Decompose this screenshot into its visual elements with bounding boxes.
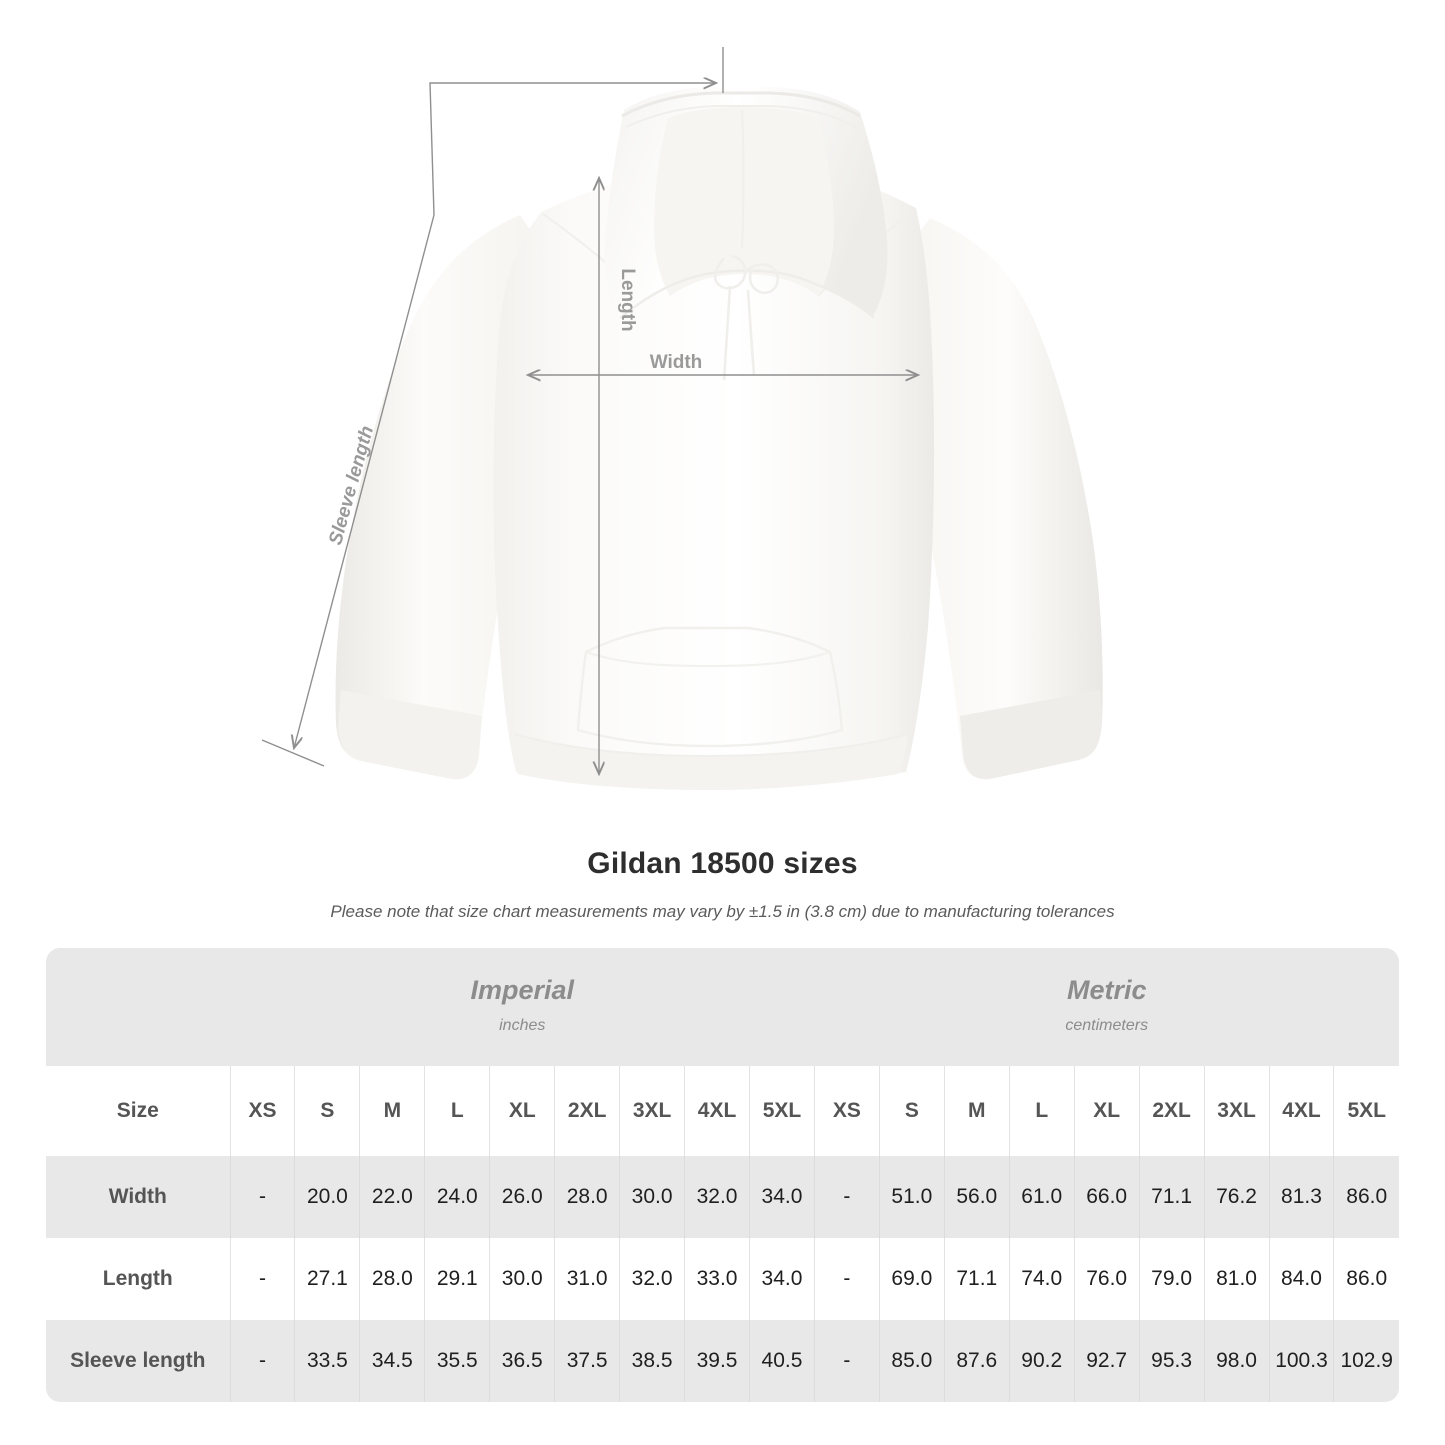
cell-length-imperial-2xl: 31.0 xyxy=(554,1238,620,1320)
cell-sleeve-metric-4xl: 100.3 xyxy=(1268,1320,1334,1402)
cell-sleeve-imperial-2xl: 37.5 xyxy=(554,1320,620,1402)
header-cell-metric-xs: XS xyxy=(813,1066,880,1156)
cell-length-metric-s: 69.0 xyxy=(878,1238,945,1320)
tolerance-note: Please note that size chart measurements… xyxy=(330,902,1115,921)
page-title: Gildan 18500 sizes xyxy=(587,847,858,880)
header-cell-metric-m: M xyxy=(943,1066,1010,1156)
cell-length-imperial-xl: 30.0 xyxy=(489,1238,555,1320)
unit-group-metric-name: Metric xyxy=(1066,975,1147,1005)
unit-group-metric-sub: centimeters xyxy=(1065,1017,1149,1034)
length-label: Length xyxy=(617,268,638,331)
unit-group-metric: Metric centimeters xyxy=(814,948,1399,1066)
table-row: Sleeve length - 33.5 34.5 35.5 36.5 37.5… xyxy=(46,1320,1399,1402)
cell-length-imperial-4xl: 33.0 xyxy=(684,1238,750,1320)
cell-width-metric-xl: 66.0 xyxy=(1073,1156,1140,1238)
cell-width-imperial-5xl: 34.0 xyxy=(749,1156,815,1238)
cell-length-metric-5xl: 86.0 xyxy=(1333,1238,1399,1320)
size-chart-table-container: Imperial inches Metric centimeters Size … xyxy=(46,948,1399,1402)
cell-width-metric-5xl: 86.0 xyxy=(1333,1156,1399,1238)
header-cell-imperial-s: S xyxy=(294,1066,360,1156)
length-dimension: Length xyxy=(599,178,638,774)
cell-length-imperial-m: 28.0 xyxy=(359,1238,425,1320)
size-chart-table: Imperial inches Metric centimeters Size … xyxy=(46,948,1399,1402)
cell-width-metric-4xl: 81.3 xyxy=(1268,1156,1334,1238)
cell-length-imperial-xs: - xyxy=(229,1238,295,1320)
header-cell-imperial-4xl: 4XL xyxy=(684,1066,750,1156)
unit-banner-row: Imperial inches Metric centimeters xyxy=(46,948,1399,1066)
cell-width-metric-m: 56.0 xyxy=(943,1156,1010,1238)
header-cell-imperial-m: M xyxy=(359,1066,425,1156)
cell-width-imperial-2xl: 28.0 xyxy=(554,1156,620,1238)
cell-width-metric-xs: - xyxy=(813,1156,880,1238)
cell-sleeve-imperial-3xl: 38.5 xyxy=(619,1320,685,1402)
cell-width-imperial-xl: 26.0 xyxy=(489,1156,555,1238)
cell-width-imperial-m: 22.0 xyxy=(359,1156,425,1238)
cell-sleeve-metric-2xl: 95.3 xyxy=(1138,1320,1205,1402)
chart-heading: Gildan 18500 sizes Please note that size… xyxy=(0,845,1445,923)
cell-sleeve-metric-s: 85.0 xyxy=(878,1320,945,1402)
cell-sleeve-imperial-xl: 36.5 xyxy=(489,1320,555,1402)
cell-sleeve-metric-3xl: 98.0 xyxy=(1203,1320,1270,1402)
cell-width-metric-l: 61.0 xyxy=(1008,1156,1075,1238)
cell-length-metric-xs: - xyxy=(813,1238,880,1320)
header-cell-metric-xl: XL xyxy=(1073,1066,1140,1156)
header-cell-imperial-xs: XS xyxy=(229,1066,295,1156)
header-cell-metric-l: L xyxy=(1008,1066,1075,1156)
cell-sleeve-imperial-m: 34.5 xyxy=(359,1320,425,1402)
width-label: Width xyxy=(650,352,703,373)
cell-length-imperial-3xl: 32.0 xyxy=(619,1238,685,1320)
cell-sleeve-metric-m: 87.6 xyxy=(943,1320,1010,1402)
cell-sleeve-metric-xs: - xyxy=(813,1320,880,1402)
table-header-row: Size XS S M L XL 2XL 3XL 4XL 5XL XS S M … xyxy=(46,1066,1399,1156)
cell-sleeve-imperial-l: 35.5 xyxy=(424,1320,490,1402)
row-label-length: Length xyxy=(46,1238,231,1320)
cell-length-metric-3xl: 81.0 xyxy=(1203,1238,1270,1320)
cell-length-imperial-s: 27.1 xyxy=(294,1238,360,1320)
cell-width-imperial-s: 20.0 xyxy=(294,1156,360,1238)
width-dimension: Width xyxy=(528,352,918,375)
header-cell-imperial-3xl: 3XL xyxy=(619,1066,685,1156)
cell-sleeve-metric-xl: 92.7 xyxy=(1073,1320,1140,1402)
unit-group-imperial: Imperial inches xyxy=(230,948,815,1066)
row-label-sleeve-length: Sleeve length xyxy=(46,1320,231,1402)
header-cell-metric-2xl: 2XL xyxy=(1138,1066,1205,1156)
header-cell-metric-s: S xyxy=(878,1066,945,1156)
header-cell-metric-3xl: 3XL xyxy=(1203,1066,1270,1156)
cell-width-metric-3xl: 76.2 xyxy=(1203,1156,1270,1238)
cell-length-metric-2xl: 79.0 xyxy=(1138,1238,1205,1320)
cell-length-metric-4xl: 84.0 xyxy=(1268,1238,1334,1320)
cell-length-metric-xl: 76.0 xyxy=(1073,1238,1140,1320)
cell-sleeve-imperial-4xl: 39.5 xyxy=(684,1320,750,1402)
table-row: Width - 20.0 22.0 24.0 26.0 28.0 30.0 32… xyxy=(46,1156,1399,1238)
cell-width-imperial-3xl: 30.0 xyxy=(619,1156,685,1238)
cell-width-imperial-xs: - xyxy=(229,1156,295,1238)
cell-sleeve-imperial-5xl: 40.5 xyxy=(749,1320,815,1402)
cell-length-metric-l: 74.0 xyxy=(1008,1238,1075,1320)
cell-width-imperial-l: 24.0 xyxy=(424,1156,490,1238)
header-cell-imperial-2xl: 2XL xyxy=(554,1066,620,1156)
garment-measurement-diagram: Sleeve length Length Width xyxy=(261,47,1103,790)
row-label-width: Width xyxy=(46,1156,231,1238)
table-row: Length - 27.1 28.0 29.1 30.0 31.0 32.0 3… xyxy=(46,1238,1399,1320)
header-cell-metric-4xl: 4XL xyxy=(1268,1066,1334,1156)
header-cell-imperial-l: L xyxy=(424,1066,490,1156)
cell-width-metric-2xl: 71.1 xyxy=(1138,1156,1205,1238)
header-cell-imperial-5xl: 5XL xyxy=(749,1066,815,1156)
unit-banner-spacer xyxy=(46,948,231,1066)
header-cell-imperial-xl: XL xyxy=(489,1066,555,1156)
cell-sleeve-imperial-xs: - xyxy=(229,1320,295,1402)
cell-length-metric-m: 71.1 xyxy=(943,1238,1010,1320)
cell-length-imperial-5xl: 34.0 xyxy=(749,1238,815,1320)
cell-width-metric-s: 51.0 xyxy=(878,1156,945,1238)
header-cell-size: Size xyxy=(46,1066,231,1156)
unit-group-imperial-name: Imperial xyxy=(470,975,574,1005)
header-cell-metric-5xl: 5XL xyxy=(1333,1066,1399,1156)
cell-sleeve-metric-5xl: 102.9 xyxy=(1333,1320,1399,1402)
cell-sleeve-metric-l: 90.2 xyxy=(1008,1320,1075,1402)
hoodie-illustration xyxy=(335,87,1103,790)
unit-group-imperial-sub: inches xyxy=(499,1017,546,1034)
cell-sleeve-imperial-s: 33.5 xyxy=(294,1320,360,1402)
cell-length-imperial-l: 29.1 xyxy=(424,1238,490,1320)
cell-width-imperial-4xl: 32.0 xyxy=(684,1156,750,1238)
